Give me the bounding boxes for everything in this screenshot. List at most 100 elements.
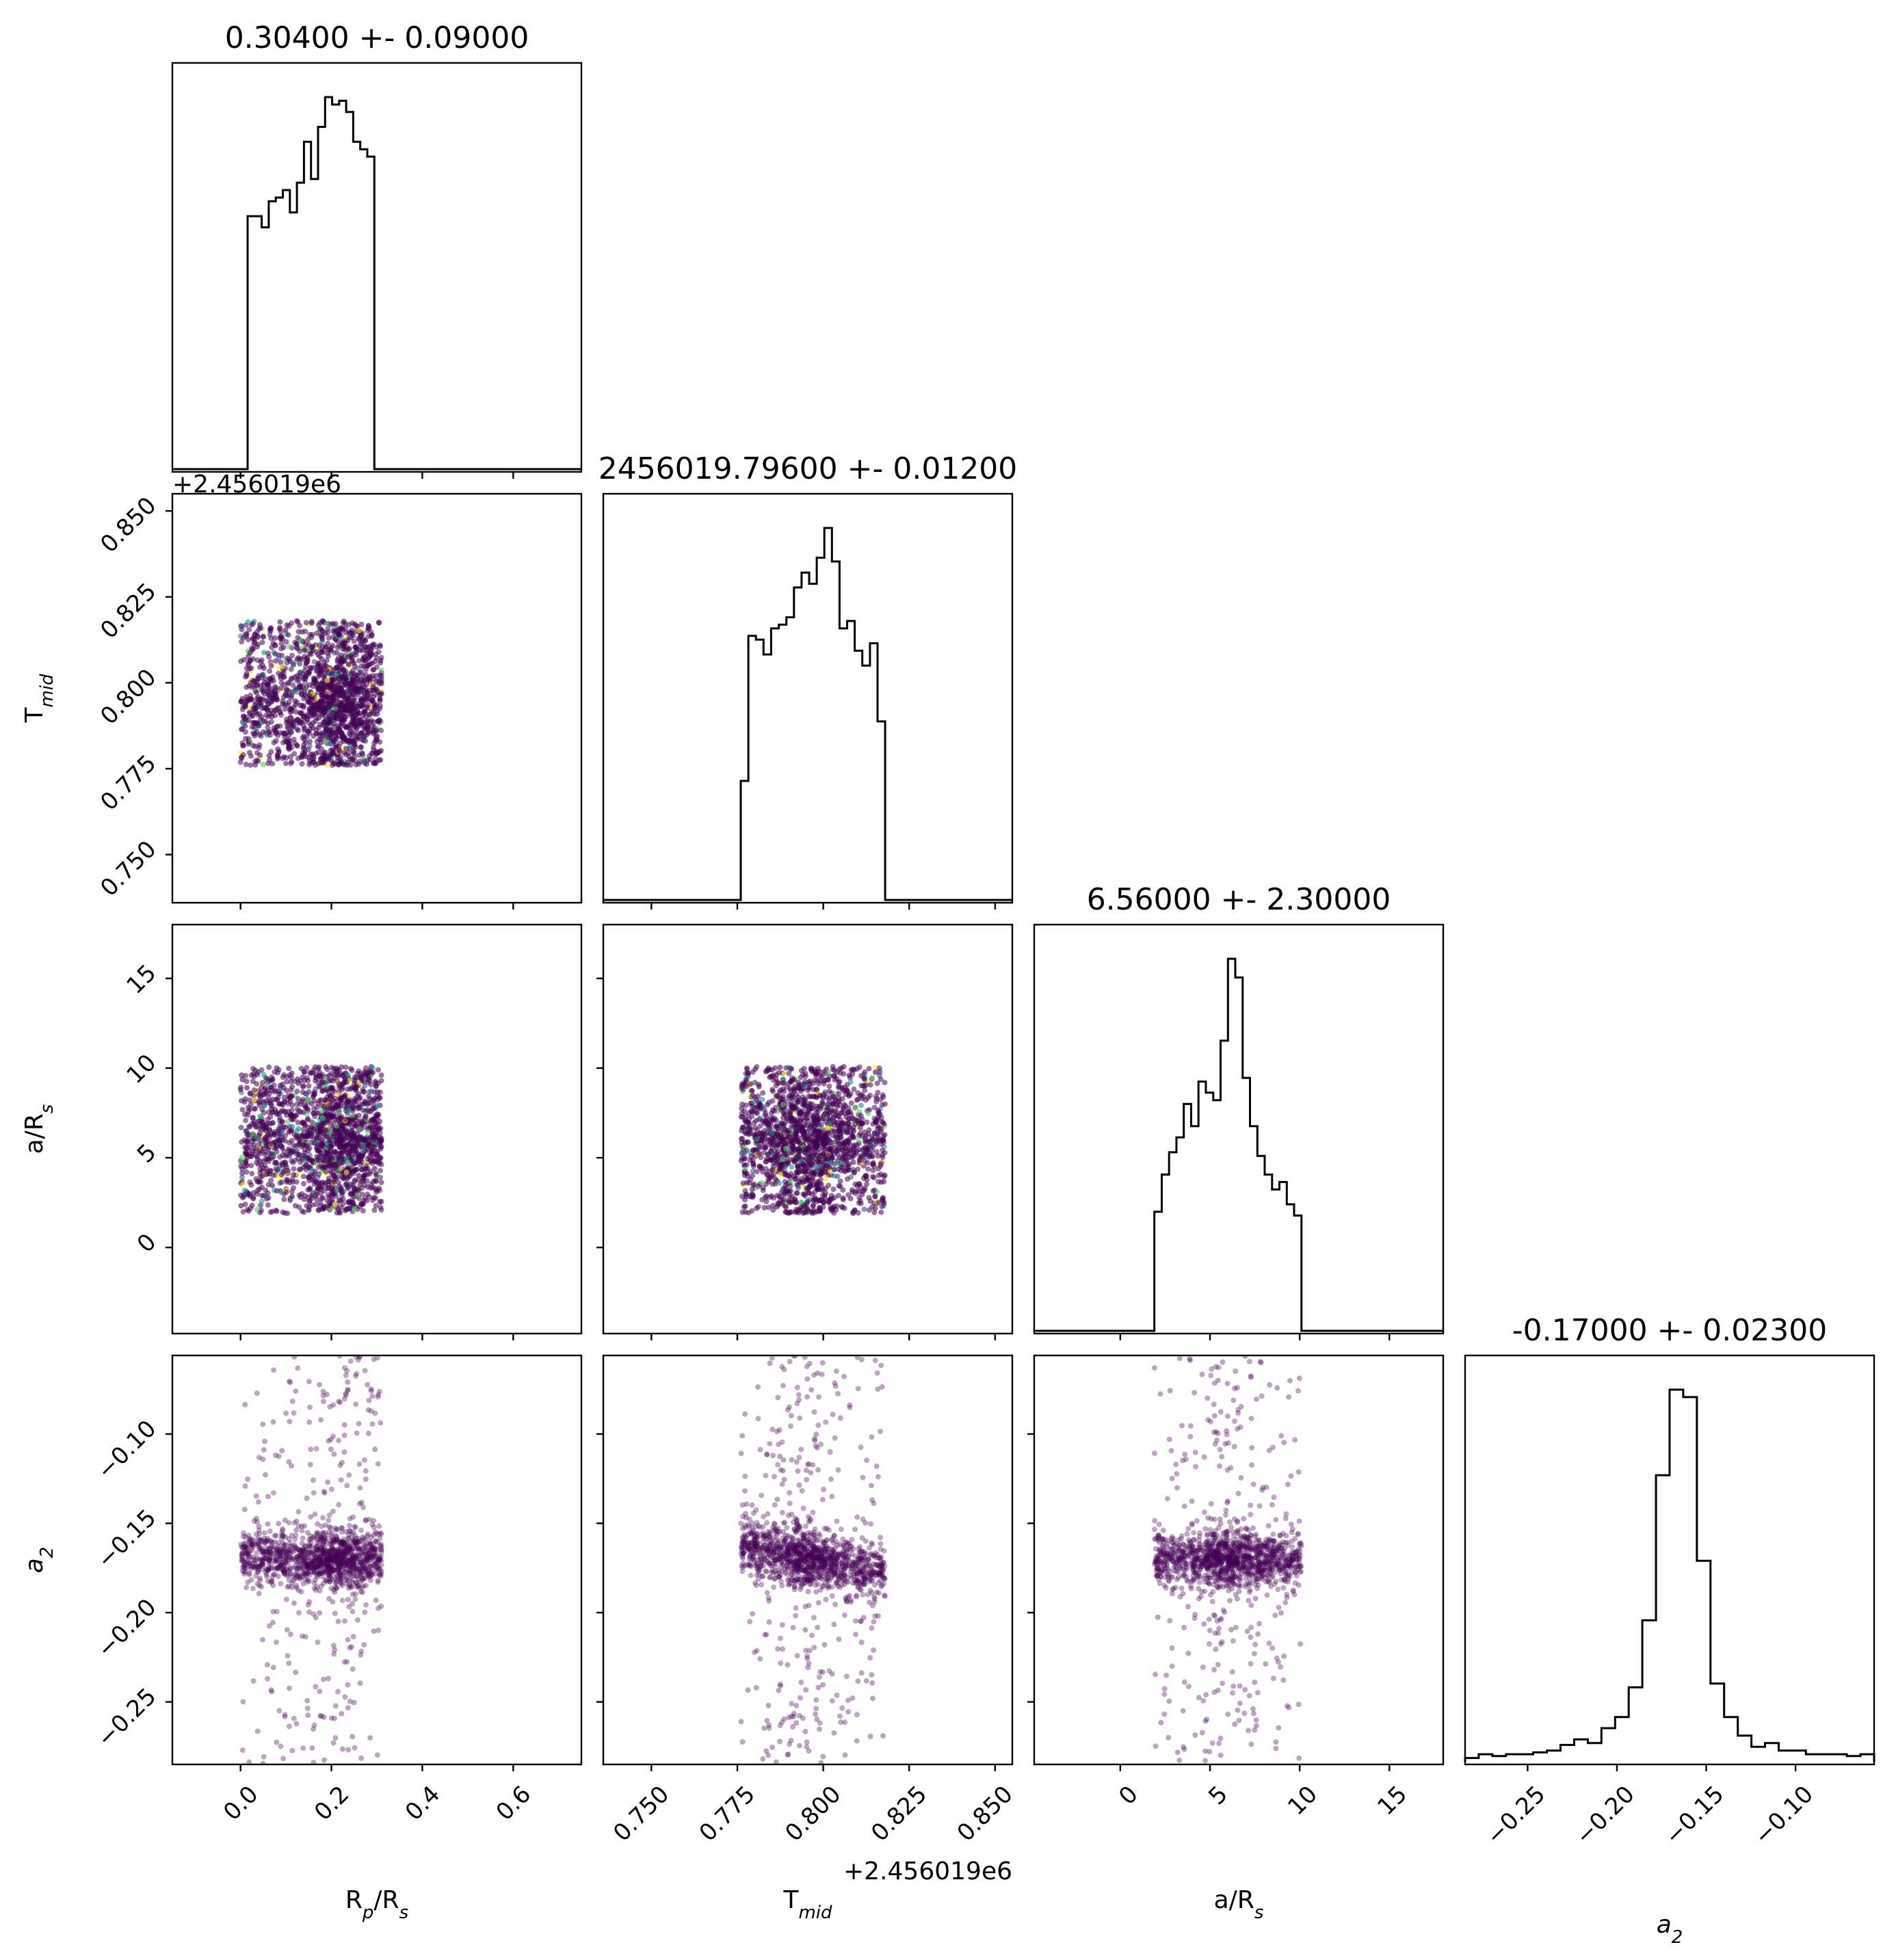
scatter-point bbox=[344, 762, 350, 768]
scatter-point bbox=[276, 1091, 282, 1097]
scatter-point bbox=[780, 1115, 786, 1121]
scatter-point bbox=[330, 760, 337, 766]
scatter-point bbox=[239, 740, 246, 746]
scatter-point bbox=[324, 621, 330, 627]
scatter-point bbox=[787, 1183, 793, 1189]
scatter-point bbox=[324, 693, 330, 700]
scatter-point bbox=[289, 1117, 295, 1123]
scatter-point bbox=[376, 1111, 382, 1117]
scatter-point bbox=[265, 1109, 272, 1115]
scatter-point bbox=[340, 1201, 346, 1207]
scatter-point bbox=[312, 1113, 318, 1120]
scatter-point bbox=[243, 1160, 249, 1166]
scatter-point bbox=[820, 1151, 826, 1157]
scatter-point bbox=[769, 1074, 775, 1079]
scatter-point bbox=[294, 1088, 300, 1094]
scatter-point bbox=[264, 1141, 270, 1148]
scatter-point bbox=[259, 1085, 265, 1091]
scatter-point bbox=[351, 1130, 357, 1136]
scatter-point bbox=[289, 693, 295, 699]
scatter-point bbox=[862, 1069, 868, 1075]
scatter-point bbox=[238, 1124, 244, 1130]
scatter-point bbox=[373, 1172, 379, 1178]
scatter-point bbox=[271, 739, 277, 745]
scatter-point bbox=[308, 1070, 314, 1076]
scatter-point bbox=[838, 1135, 844, 1141]
scatter-point bbox=[772, 1176, 778, 1182]
scatter-point bbox=[294, 689, 300, 695]
scatter-point bbox=[302, 739, 308, 745]
scatter-point bbox=[358, 622, 365, 627]
scatter-point bbox=[369, 673, 376, 679]
scatter-point bbox=[260, 689, 266, 695]
scatter-point bbox=[750, 1069, 756, 1075]
scatter-point bbox=[238, 1085, 244, 1091]
scatter-point bbox=[775, 1200, 781, 1206]
scatter-point bbox=[250, 1194, 256, 1200]
scatter-point bbox=[371, 1207, 378, 1213]
scatter-point bbox=[367, 1171, 373, 1177]
scatter-point bbox=[352, 1147, 357, 1153]
scatter-point bbox=[821, 1081, 827, 1087]
scatter-point bbox=[311, 1091, 317, 1096]
scatter-point bbox=[368, 728, 374, 734]
scatter-point bbox=[279, 672, 285, 678]
scatter-point bbox=[274, 1167, 280, 1174]
scatter-point bbox=[286, 744, 292, 750]
scatter-point bbox=[357, 1070, 363, 1076]
scatter-point bbox=[334, 1188, 339, 1193]
scatter-point bbox=[267, 1168, 274, 1174]
scatter-point bbox=[329, 677, 335, 683]
scatter-point bbox=[282, 731, 288, 737]
scatter-point bbox=[254, 1187, 261, 1193]
scatter-point bbox=[318, 730, 324, 737]
scatter-point bbox=[361, 1122, 367, 1128]
scatter-point bbox=[311, 1181, 317, 1187]
scatter-point bbox=[756, 1084, 762, 1089]
scatter-point bbox=[239, 1154, 245, 1161]
scatter-point bbox=[834, 1203, 840, 1209]
scatter-point bbox=[371, 1158, 377, 1164]
scatter-point bbox=[849, 1155, 855, 1161]
scatter-point bbox=[337, 1109, 343, 1114]
scatter-point bbox=[834, 1174, 841, 1180]
scatter-point bbox=[879, 1102, 885, 1108]
scatter-point bbox=[245, 1104, 251, 1111]
scatter-point bbox=[353, 734, 359, 741]
scatter-point bbox=[337, 1210, 343, 1216]
scatter-point bbox=[290, 1171, 296, 1178]
scatter-point bbox=[337, 1115, 343, 1122]
scatter-point bbox=[739, 1081, 746, 1087]
scatter-point bbox=[238, 1192, 244, 1198]
scatter-point bbox=[373, 664, 380, 670]
scatter-point bbox=[365, 628, 371, 634]
scatter-point bbox=[343, 1143, 349, 1149]
scatter-point bbox=[240, 1209, 246, 1215]
scatter-point bbox=[240, 1181, 246, 1187]
scatter-point bbox=[361, 1172, 367, 1178]
scatter-point bbox=[309, 631, 315, 637]
scatter-point bbox=[289, 1179, 295, 1185]
scatter-point bbox=[325, 1192, 331, 1198]
scatter-point bbox=[315, 685, 321, 691]
scatter-point bbox=[256, 1130, 263, 1137]
scatter-point bbox=[305, 1116, 311, 1122]
scatter-point bbox=[873, 1118, 879, 1124]
scatter-point bbox=[263, 1137, 269, 1143]
scatter-point bbox=[878, 1171, 884, 1178]
scatter-point bbox=[301, 1068, 307, 1074]
scatter-point bbox=[343, 1078, 349, 1085]
scatter-point bbox=[338, 678, 344, 685]
scatter-point bbox=[279, 1160, 285, 1166]
scatter-point bbox=[833, 1102, 839, 1107]
scatter-point bbox=[317, 666, 324, 672]
scatter-point bbox=[352, 687, 358, 693]
scatter-point bbox=[818, 1135, 824, 1141]
scatter-point bbox=[310, 710, 316, 715]
scatter-point bbox=[788, 1065, 794, 1072]
scatter-point bbox=[303, 1104, 309, 1111]
scatter-point bbox=[746, 1210, 752, 1216]
scatter-point bbox=[765, 1126, 771, 1132]
scatter-point bbox=[252, 1106, 259, 1112]
